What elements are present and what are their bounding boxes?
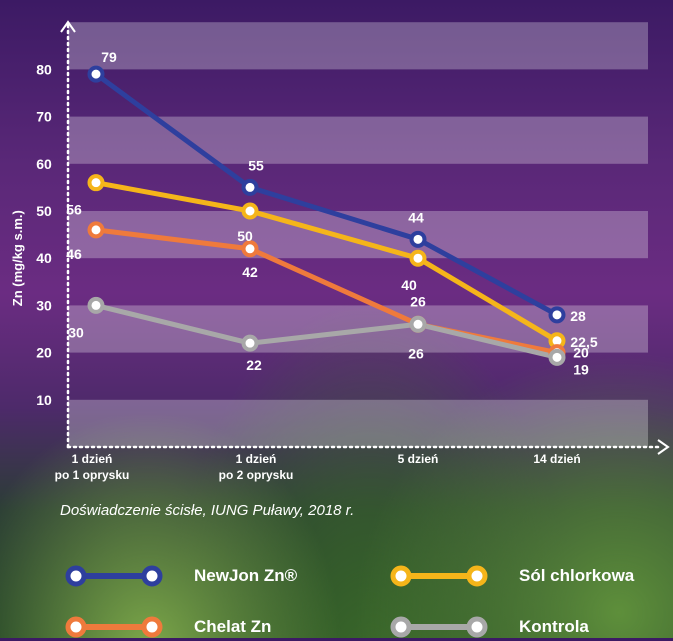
x-axis-arrow [657, 439, 670, 455]
y-tick-label: 70 [36, 109, 52, 125]
series-line [93, 302, 560, 360]
legend-item-newjon: NewJon Zn® [62, 562, 297, 590]
data-point [87, 221, 105, 239]
data-point [548, 348, 566, 366]
x-tick-label: 1 dzień [236, 452, 277, 466]
data-point [87, 65, 105, 83]
x-tick-label: 14 dzień [533, 452, 580, 466]
data-label: 19 [573, 361, 589, 377]
data-label: 40 [401, 277, 417, 293]
series-line [93, 180, 560, 344]
data-label: 20 [573, 345, 589, 361]
y-tick-label: 20 [36, 345, 52, 361]
data-point [409, 315, 427, 333]
grid-band [68, 399, 648, 447]
y-tick-label: 80 [36, 61, 52, 77]
y-tick-label: 30 [36, 297, 52, 313]
x-tick-label: po 1 oprysku [55, 468, 130, 482]
legend-swatch-sol-chlorkowa [390, 565, 488, 587]
grid-band [68, 22, 648, 70]
legend-item-kontrola: Kontrola [387, 613, 589, 641]
legend-label-chelat: Chelat Zn [194, 617, 272, 636]
data-label: 55 [248, 157, 264, 173]
y-axis-arrow [60, 20, 76, 33]
legend-label-newjon: NewJon Zn® [194, 566, 298, 585]
data-point [241, 334, 259, 352]
data-label: 50 [237, 228, 253, 244]
legend-item-chelat: Chelat Zn [62, 613, 271, 641]
data-label: 44 [408, 209, 424, 225]
data-point [241, 240, 259, 258]
data-point [87, 296, 105, 314]
y-tick-label: 40 [36, 250, 52, 266]
source-note: Doświadczenie ścisłe, IUNG Puławy, 2018 … [60, 502, 355, 519]
legend-swatch-chelat [65, 616, 163, 638]
y-tick-label: 50 [36, 203, 52, 219]
line-chart: 10 20 30 40 50 60 70 80 Zn (mg/kg s.m.) 1 dzień po… [10, 20, 670, 482]
data-point [87, 174, 105, 192]
data-label: 22 [246, 357, 262, 373]
x-tick-label: po 2 oprysku [219, 468, 294, 482]
grid-band [68, 116, 648, 164]
data-label: 28 [570, 308, 586, 324]
data-label: 26 [408, 345, 424, 361]
legend-swatch-newjon [65, 565, 163, 587]
legend-label-sol-chlorkowa: Sól chlorkowa [519, 566, 635, 585]
data-point [409, 249, 427, 267]
data-label: 30 [68, 324, 84, 340]
series-line [93, 71, 560, 318]
y-tick-label: 10 [36, 392, 52, 408]
legend-label-kontrola: Kontrola [519, 617, 589, 636]
data-point [241, 178, 259, 196]
data-point [548, 306, 566, 324]
data-label: 79 [101, 49, 117, 65]
data-point [241, 202, 259, 220]
x-tick-label: 1 dzień [72, 452, 113, 466]
legend-swatch-kontrola [390, 616, 488, 638]
data-label: 56 [66, 202, 82, 218]
data-label: 42 [242, 264, 258, 280]
data-label: 26 [410, 293, 426, 309]
data-label: 46 [66, 246, 82, 262]
y-axis-label: Zn (mg/kg s.m.) [10, 210, 25, 306]
data-label: 22,5 [570, 334, 597, 350]
data-point [409, 230, 427, 248]
legend-item-sol-chlorkowa: Sól chlorkowa [387, 562, 634, 590]
y-tick-label: 60 [36, 156, 52, 172]
x-tick-label: 5 dzień [398, 452, 439, 466]
